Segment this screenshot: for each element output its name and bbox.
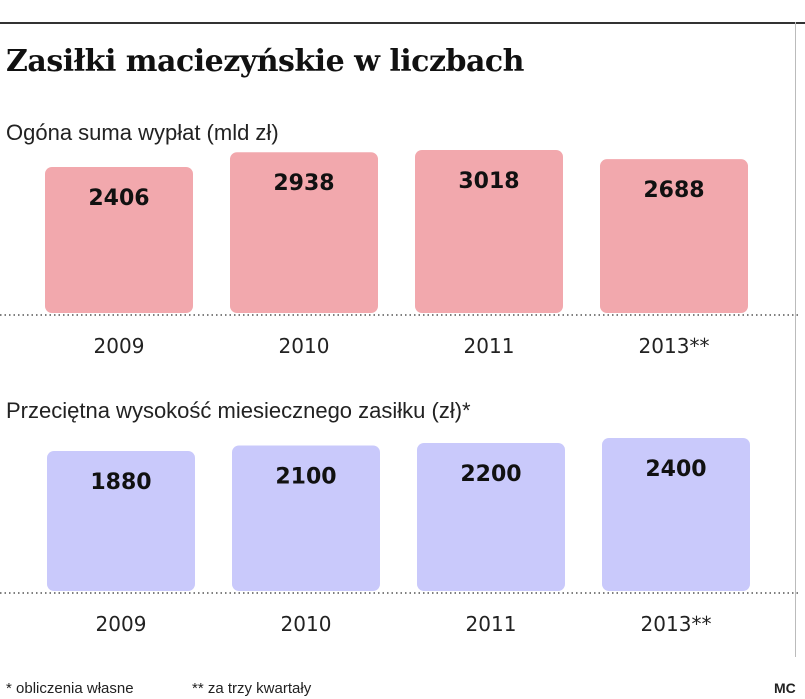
chart-1-subtitle: Ogóna suma wypłat (mld zł) <box>6 120 279 145</box>
bar-2011 <box>415 150 563 313</box>
x-tick-label: 2009 <box>96 612 147 636</box>
bar-value-label: 3018 <box>458 169 519 194</box>
footnote-own-calculations: * obliczenia własne <box>6 680 134 697</box>
total-payouts-chart-svg: 2406 2009 2938 2010 3018 2011 2688 2013** <box>0 150 800 358</box>
x-tick-label: 2011 <box>466 612 517 636</box>
bar-value-label: 2200 <box>460 462 521 487</box>
x-tick-label: 2013** <box>639 334 710 358</box>
bar-value-label: 2400 <box>645 457 706 482</box>
author-credit: MC <box>774 680 796 696</box>
bar-2011 <box>417 443 565 591</box>
total-payouts-chart: 2406 2009 2938 2010 3018 2011 2688 2013** <box>0 150 805 370</box>
bar-value-label: 2100 <box>275 465 336 490</box>
page-title: Zasiłki maciezyńskie w liczbach <box>6 44 524 79</box>
bar-value-label: 2938 <box>273 171 334 196</box>
top-rule <box>0 22 805 24</box>
right-rule <box>795 22 796 657</box>
bar-2013 <box>602 438 750 591</box>
avg-monthly-benefit-chart: 1880 2009 2100 2010 2200 2011 2400 2013** <box>0 428 805 648</box>
bar-value-label: 1880 <box>90 470 151 495</box>
bar-2010 <box>230 152 378 313</box>
bar-2009 <box>47 451 195 591</box>
bar-2009 <box>45 167 193 313</box>
x-tick-label: 2010 <box>279 334 330 358</box>
footnote-three-quarters: ** za trzy kwartały <box>192 680 312 697</box>
bar-2013 <box>600 159 748 313</box>
chart-2-subtitle: Przeciętna wysokość miesiecznego zasiłku… <box>6 398 471 423</box>
x-tick-label: 2013** <box>641 612 712 636</box>
bar-2010 <box>232 445 380 591</box>
bar-value-label: 2688 <box>643 178 704 203</box>
x-tick-label: 2011 <box>464 334 515 358</box>
avg-monthly-benefit-chart-svg: 1880 2009 2100 2010 2200 2011 2400 2013** <box>0 438 800 636</box>
x-tick-label: 2010 <box>281 612 332 636</box>
x-tick-label: 2009 <box>94 334 145 358</box>
bar-value-label: 2406 <box>88 186 149 211</box>
